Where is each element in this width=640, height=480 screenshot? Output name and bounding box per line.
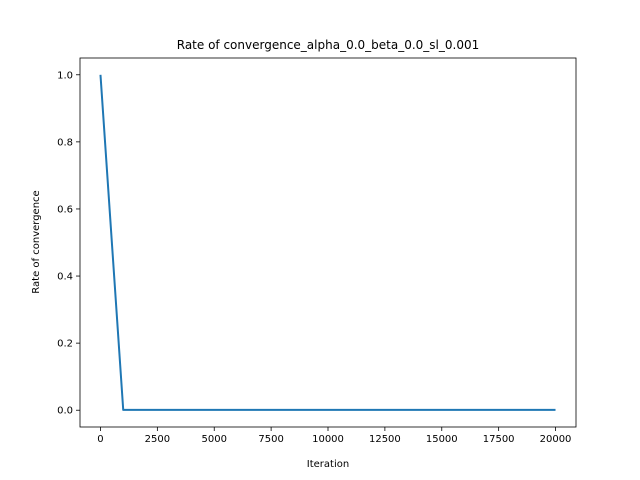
x-tick-label: 7500 <box>258 434 283 445</box>
axes-frame <box>79 57 577 428</box>
x-axis-label: Iteration <box>307 459 349 470</box>
x-tick-label: 17500 <box>483 434 515 445</box>
y-tick-label: 0.8 <box>57 137 73 148</box>
x-tick-label: 2500 <box>145 434 170 445</box>
y-tick-label: 1.0 <box>57 70 73 81</box>
x-axis-ticks: 0 2500 5000 7500 10000 12500 15000 17500 20000 <box>97 427 571 445</box>
y-axis-ticks: 0.0 0.2 0.4 0.6 0.8 1.0 <box>57 70 80 417</box>
x-tick-label: 0 <box>97 434 103 445</box>
x-tick-label: 5000 <box>202 434 227 445</box>
series-layer <box>99 74 556 411</box>
x-tick-label: 20000 <box>540 434 572 445</box>
x-tick-label: 10000 <box>312 434 344 445</box>
x-tick-label: 12500 <box>369 434 401 445</box>
y-tick-label: 0.6 <box>57 204 73 215</box>
y-tick-label: 0.2 <box>57 339 73 350</box>
x-tick-label: 15000 <box>426 434 458 445</box>
y-axis-label: Rate of convergence <box>31 190 42 293</box>
y-tick-label: 0.0 <box>57 406 73 417</box>
chart-title: Rate of convergence_alpha_0.0_beta_0.0_s… <box>177 38 479 52</box>
series-line <box>99 74 556 411</box>
y-tick-label: 0.4 <box>57 272 73 283</box>
